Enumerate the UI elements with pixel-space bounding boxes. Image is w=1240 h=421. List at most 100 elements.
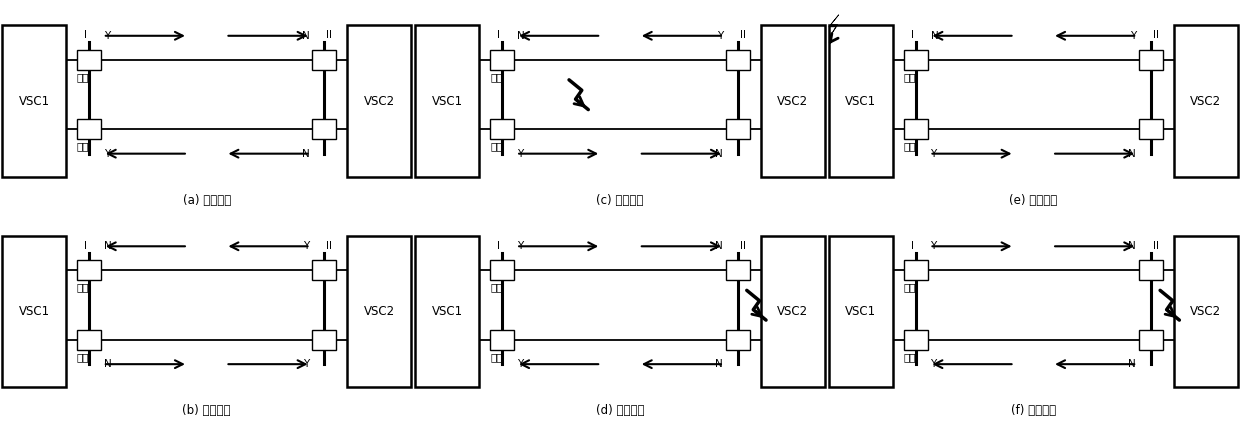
Text: Y: Y — [717, 31, 723, 41]
Bar — [1174, 25, 1238, 177]
Text: N: N — [1128, 359, 1136, 369]
Text: Y: Y — [104, 31, 110, 41]
Text: N: N — [930, 31, 939, 41]
Bar — [828, 236, 893, 387]
Text: 负极: 负极 — [490, 352, 502, 362]
Text: (d) 区外故障: (d) 区外故障 — [595, 404, 645, 417]
Text: VSC1: VSC1 — [432, 305, 463, 318]
Text: N: N — [715, 149, 723, 159]
Text: Y: Y — [930, 149, 936, 159]
Text: (f) 区外故障: (f) 区外故障 — [1011, 404, 1056, 417]
Bar — [347, 236, 412, 387]
Bar — [347, 25, 412, 177]
Text: (a) 正常运行: (a) 正常运行 — [182, 194, 231, 206]
Bar — [828, 25, 893, 177]
Bar — [2, 25, 66, 177]
Text: N: N — [104, 241, 112, 251]
Bar — [490, 120, 515, 139]
Text: VSC2: VSC2 — [363, 305, 394, 318]
Text: VSC1: VSC1 — [19, 95, 50, 107]
Text: II: II — [740, 30, 745, 40]
Text: 正极: 正极 — [490, 282, 502, 293]
Text: N: N — [1128, 149, 1136, 159]
Text: 正极: 正极 — [904, 72, 916, 82]
Bar — [490, 330, 515, 350]
Text: Y: Y — [517, 149, 523, 159]
Text: 负极: 负极 — [490, 141, 502, 152]
Text: I: I — [910, 30, 914, 40]
Text: (e) 区外故障: (e) 区外故障 — [1009, 194, 1058, 206]
Text: VSC2: VSC2 — [1190, 95, 1221, 107]
Text: VSC2: VSC2 — [1190, 305, 1221, 318]
Text: Y: Y — [517, 359, 523, 369]
Bar — [1174, 236, 1238, 387]
Bar — [725, 120, 750, 139]
Text: II: II — [326, 30, 332, 40]
Text: I: I — [84, 30, 87, 40]
Text: 正极: 正极 — [77, 72, 89, 82]
Text: N: N — [1128, 241, 1136, 251]
Text: VSC2: VSC2 — [777, 95, 808, 107]
Bar — [415, 25, 480, 177]
Text: 正极: 正极 — [490, 72, 502, 82]
Bar — [725, 261, 750, 280]
Text: VSC2: VSC2 — [363, 95, 394, 107]
Bar — [1140, 330, 1163, 350]
Text: I: I — [497, 30, 500, 40]
Bar — [1140, 50, 1163, 70]
Bar — [904, 50, 928, 70]
Bar — [415, 236, 480, 387]
Text: Y: Y — [104, 149, 110, 159]
Text: 负极: 负极 — [77, 352, 89, 362]
Text: N: N — [715, 359, 723, 369]
Text: VSC1: VSC1 — [846, 305, 877, 318]
Bar — [725, 50, 750, 70]
Bar — [490, 50, 515, 70]
Text: 负极: 负极 — [77, 141, 89, 152]
Text: 负极: 负极 — [904, 352, 916, 362]
Text: (b) 功率翻转: (b) 功率翻转 — [182, 404, 231, 417]
Bar — [490, 261, 515, 280]
Bar — [312, 330, 336, 350]
Bar — [904, 330, 928, 350]
Text: II: II — [1153, 240, 1159, 250]
Bar — [904, 120, 928, 139]
Text: N: N — [517, 31, 525, 41]
Bar — [760, 236, 825, 387]
Text: Y: Y — [1130, 31, 1136, 41]
Polygon shape — [828, 15, 838, 37]
Bar — [2, 236, 66, 387]
Text: N: N — [715, 241, 723, 251]
Text: I: I — [497, 240, 500, 250]
Text: II: II — [1153, 30, 1159, 40]
Text: I: I — [84, 240, 87, 250]
Text: VSC1: VSC1 — [19, 305, 50, 318]
Text: VSC1: VSC1 — [432, 95, 463, 107]
Bar — [725, 330, 750, 350]
Text: II: II — [326, 240, 332, 250]
Bar — [77, 120, 100, 139]
Text: 正极: 正极 — [77, 282, 89, 293]
Text: Y: Y — [930, 359, 936, 369]
Bar — [1140, 261, 1163, 280]
Bar — [312, 50, 336, 70]
Text: VSC1: VSC1 — [846, 95, 877, 107]
Text: VSC2: VSC2 — [777, 305, 808, 318]
Text: N: N — [104, 359, 112, 369]
Text: (c) 区外故障: (c) 区外故障 — [596, 194, 644, 206]
Text: N: N — [301, 149, 310, 159]
Text: Y: Y — [517, 241, 523, 251]
Bar — [904, 261, 928, 280]
Text: Y: Y — [930, 241, 936, 251]
Text: 正极: 正极 — [904, 282, 916, 293]
Bar — [1140, 120, 1163, 139]
Text: 负极: 负极 — [904, 141, 916, 152]
Bar — [760, 25, 825, 177]
Text: I: I — [910, 240, 914, 250]
Bar — [77, 50, 100, 70]
Bar — [312, 261, 336, 280]
Text: Y: Y — [304, 241, 310, 251]
Bar — [77, 261, 100, 280]
Text: N: N — [301, 31, 310, 41]
Text: II: II — [740, 240, 745, 250]
